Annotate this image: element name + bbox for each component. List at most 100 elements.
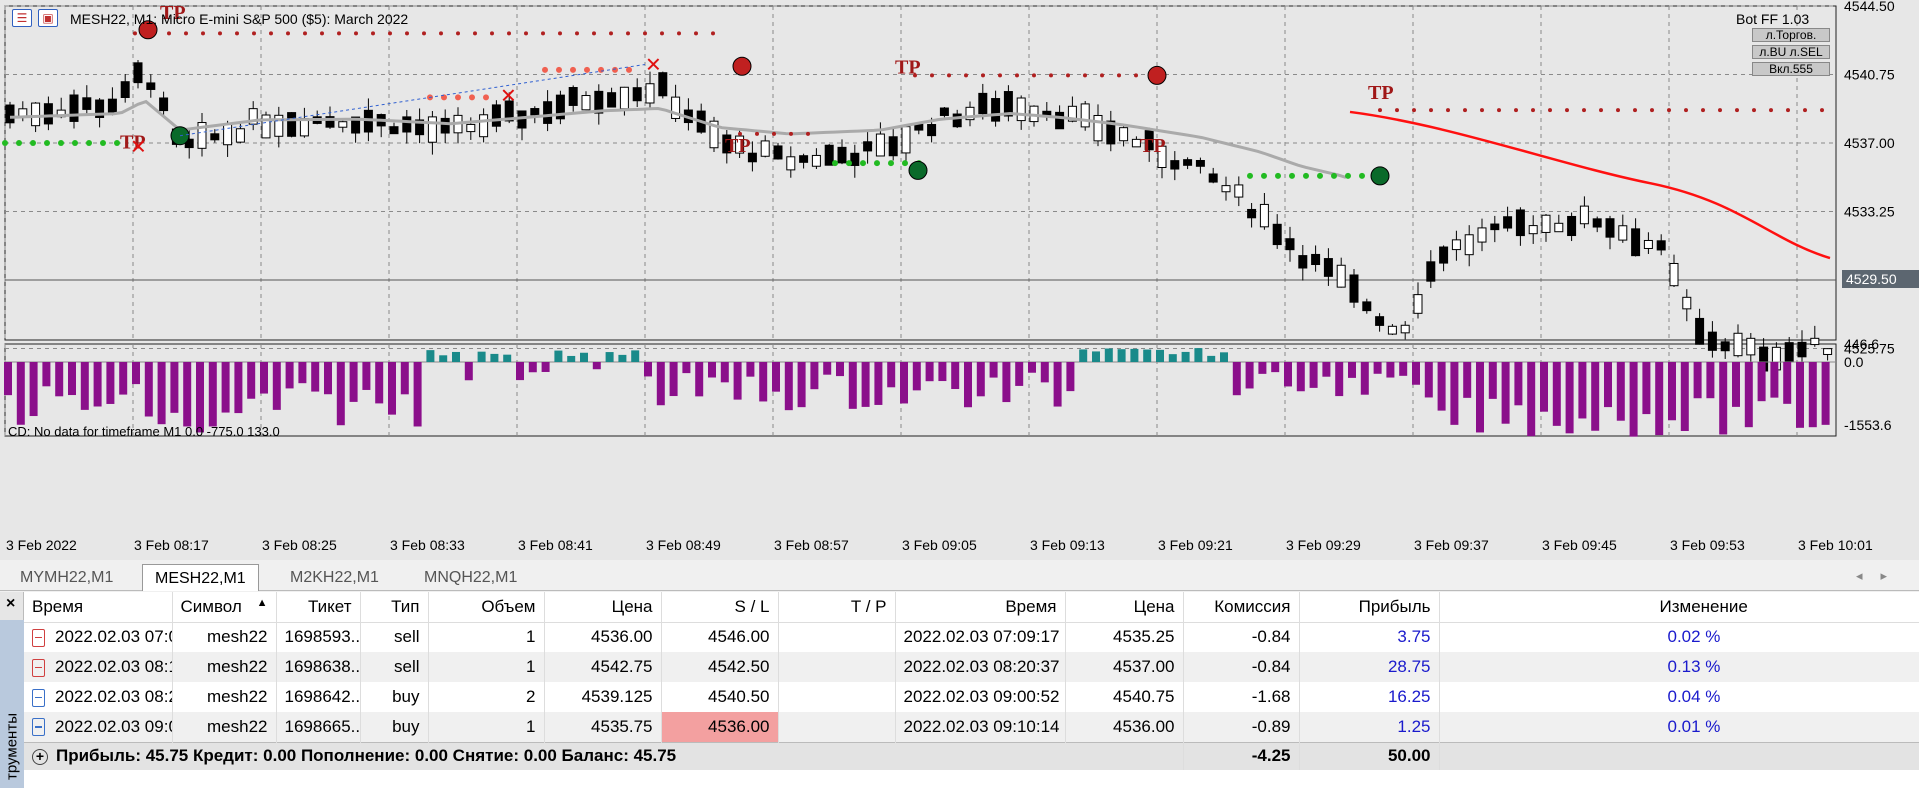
- tp-level-dots: [1718, 108, 1722, 113]
- candle: [760, 140, 770, 157]
- col-time-open[interactable]: Время: [24, 592, 173, 623]
- col-profit[interactable]: Прибыль: [1299, 592, 1440, 623]
- histogram-bar: [912, 362, 921, 391]
- histogram-bar: [490, 353, 499, 362]
- tp-level-dots: [930, 73, 934, 78]
- cell-volume: 1: [428, 622, 545, 652]
- col-time-close[interactable]: Время: [895, 592, 1066, 623]
- candle: [709, 120, 719, 149]
- tp-level-dots: [998, 73, 1002, 78]
- time-tick-label: 3 Feb 08:33: [390, 537, 465, 553]
- tp-level-dots: [1497, 108, 1501, 113]
- chart-list-icon[interactable]: ☰: [12, 9, 32, 27]
- tp-level-dots: [252, 31, 256, 36]
- histogram-bar: [810, 362, 819, 390]
- cell-ticket: 1698593...: [276, 622, 361, 652]
- candle: [1784, 342, 1794, 363]
- cell-commission: -0.89: [1183, 712, 1300, 742]
- histogram-bar: [362, 362, 371, 390]
- tab-scroll-arrows[interactable]: ◂▸: [1855, 568, 1905, 583]
- candle: [952, 113, 962, 128]
- candle: [415, 119, 425, 136]
- histogram-bar: [951, 362, 960, 390]
- cell-volume: 1: [428, 652, 545, 682]
- cell-sl: 4536.00: [661, 712, 779, 742]
- histogram-bar: [4, 362, 12, 396]
- col-price[interactable]: Цена: [544, 592, 662, 623]
- histogram-bar: [1207, 355, 1216, 362]
- tab-mnqh22[interactable]: MNQH22,M1: [424, 569, 518, 586]
- histogram-bar: [887, 362, 896, 388]
- chart-properties-icon[interactable]: ▣: [38, 9, 58, 27]
- histogram-bar: [1565, 362, 1574, 434]
- tp-level-dots: [473, 31, 477, 36]
- candle: [274, 114, 284, 137]
- expand-plus-icon[interactable]: +: [32, 748, 48, 765]
- price-chart[interactable]: 4544.50 4540.75 4537.00 4533.25 4529.50 4525.…: [0, 0, 1919, 560]
- cell-type: sell: [360, 652, 429, 682]
- close-icon[interactable]: ×: [6, 595, 16, 612]
- toolbox-vertical-tab[interactable]: трументы: [0, 620, 24, 788]
- trade-marker-icon: [1147, 65, 1167, 85]
- histogram-bar: [1143, 349, 1152, 362]
- bot-enable-button[interactable]: Вкл.555: [1752, 62, 1830, 76]
- candle: [223, 123, 233, 146]
- table-row[interactable]: 2022.02.03 07:0... mesh22 1698593... sel…: [24, 622, 1919, 652]
- chart-area[interactable]: 4544.50 4540.75 4537.00 4533.25 4529.50 4525.…: [0, 0, 1919, 560]
- candle: [261, 114, 271, 139]
- candle: [1490, 223, 1500, 231]
- histogram-bar: [1079, 349, 1088, 362]
- table-row[interactable]: 2022.02.03 09:0... mesh22 1698665... buy…: [24, 712, 1919, 742]
- time-tick-label: 3 Feb 09:37: [1414, 537, 1489, 553]
- candle: [786, 156, 796, 171]
- table-header: Время Символ ▲ Тикет Тип Объем Цена S / L…: [24, 592, 1919, 623]
- tp-level-dots: [738, 131, 742, 136]
- tab-mymh22[interactable]: MYMH22,M1: [20, 569, 114, 586]
- tab-m2kh22[interactable]: M2KH22,M1: [290, 569, 379, 586]
- candle: [1234, 184, 1244, 198]
- col-volume[interactable]: Объем: [428, 592, 545, 623]
- col-tp[interactable]: T / P: [778, 592, 896, 623]
- bot-trade-button[interactable]: л.Торгов.: [1752, 28, 1830, 42]
- cell-price: 4535.75: [544, 712, 662, 742]
- col-price-close[interactable]: Цена: [1065, 592, 1184, 623]
- histogram-bar: [1488, 362, 1497, 399]
- col-symbol[interactable]: Символ ▲: [172, 592, 277, 623]
- cell-time-close: 2022.02.03 09:10:14: [895, 712, 1066, 742]
- sort-arrow-icon: ▲: [256, 596, 268, 609]
- stop-level-dots: [1275, 172, 1281, 179]
- histogram-bar: [1092, 351, 1100, 362]
- col-ticket[interactable]: Тикет: [276, 592, 361, 623]
- col-change[interactable]: Изменение: [1439, 592, 1919, 623]
- histogram-bar: [93, 362, 102, 407]
- tp-level-dots: [947, 73, 951, 78]
- tp-level-dots: [755, 131, 759, 136]
- table-row[interactable]: 2022.02.03 08:1... mesh22 1698638... sel…: [24, 652, 1919, 682]
- cell-type: buy: [360, 712, 429, 742]
- bot-bu-sel-button[interactable]: л.BU л.SEL: [1752, 45, 1830, 59]
- histogram-bar: [1616, 362, 1625, 421]
- candle: [1643, 239, 1653, 249]
- tp-label: TP: [1368, 82, 1394, 104]
- candle: [1183, 159, 1193, 166]
- tab-mesh22[interactable]: MESH22,M1: [142, 564, 259, 591]
- candle: [1426, 261, 1436, 282]
- histogram-bar: [682, 362, 691, 374]
- cell-time-open: 2022.02.03 07:0...: [24, 622, 173, 652]
- stop-level-dots: [100, 140, 106, 146]
- col-type[interactable]: Тип: [360, 592, 429, 623]
- time-tick-label: 3 Feb 08:49: [646, 537, 721, 553]
- col-sl[interactable]: S / L: [661, 592, 779, 623]
- candle: [1247, 208, 1257, 219]
- col-commission[interactable]: Комиссия: [1183, 592, 1300, 623]
- entry-level-dots: [598, 66, 604, 73]
- histogram-bar: [938, 362, 947, 382]
- histogram-bar: [1335, 362, 1344, 397]
- candle: [210, 133, 220, 141]
- candle: [5, 104, 15, 124]
- candle: [1823, 348, 1833, 355]
- histogram-bar: [1130, 348, 1139, 362]
- table-row[interactable]: 2022.02.03 08:2... mesh22 1698642... buy…: [24, 682, 1919, 712]
- candle: [1131, 138, 1141, 148]
- histogram-bar: [1501, 362, 1510, 424]
